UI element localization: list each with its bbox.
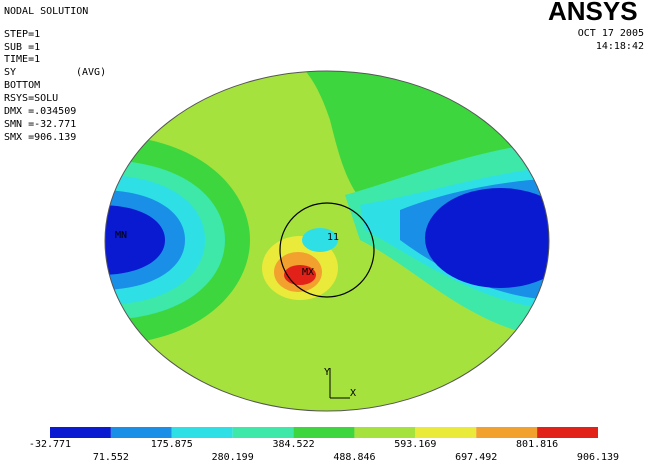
info-line: TIME=1 <box>4 54 40 65</box>
legend-label: 801.816 <box>516 439 558 450</box>
legend-band <box>354 427 416 438</box>
info-line: (AVG) <box>76 67 106 78</box>
legend-label: 488.846 <box>333 452 375 463</box>
axis-label: Y <box>324 367 330 378</box>
info-line: STEP=1 <box>4 29 40 40</box>
info-line: NODAL SOLUTION <box>4 6 88 17</box>
info-line: SMX =906.139 <box>4 132 76 143</box>
logo: ANSYS <box>548 0 638 26</box>
legend-band <box>110 427 172 438</box>
legend-label: 280.199 <box>212 452 254 463</box>
contour-plot <box>105 71 549 411</box>
info-line: SY <box>4 67 16 78</box>
legend-band <box>476 427 538 438</box>
info-line: SUB =1 <box>4 42 40 53</box>
date: OCT 17 2005 <box>578 28 644 39</box>
info-line: BOTTOM <box>4 80 40 91</box>
info-line: SMN =-32.771 <box>4 119 76 130</box>
legend-band <box>50 427 111 438</box>
info-line: DMX =.034509 <box>4 106 76 117</box>
legend-label: -32.771 <box>29 439 71 450</box>
legend-label: 697.492 <box>455 452 497 463</box>
min-label: MN <box>115 230 127 241</box>
legend-label: 906.139 <box>577 452 619 463</box>
legend-label: 71.552 <box>93 452 129 463</box>
legend-label: 593.169 <box>394 439 436 450</box>
legend-band <box>415 427 477 438</box>
node-label: 11 <box>327 232 339 243</box>
legend-band <box>537 427 598 438</box>
legend-band <box>171 427 233 438</box>
time: 14:18:42 <box>596 41 644 52</box>
max-label: MX <box>302 267 314 278</box>
legend-band <box>232 427 294 438</box>
outline <box>104 70 550 412</box>
legend-label: 175.875 <box>151 439 193 450</box>
axis-label: X <box>350 388 356 399</box>
info-line: RSYS=SOLU <box>4 93 58 104</box>
legend-band <box>293 427 355 438</box>
legend-label: 384.522 <box>272 439 314 450</box>
hole-outline <box>279 202 375 298</box>
